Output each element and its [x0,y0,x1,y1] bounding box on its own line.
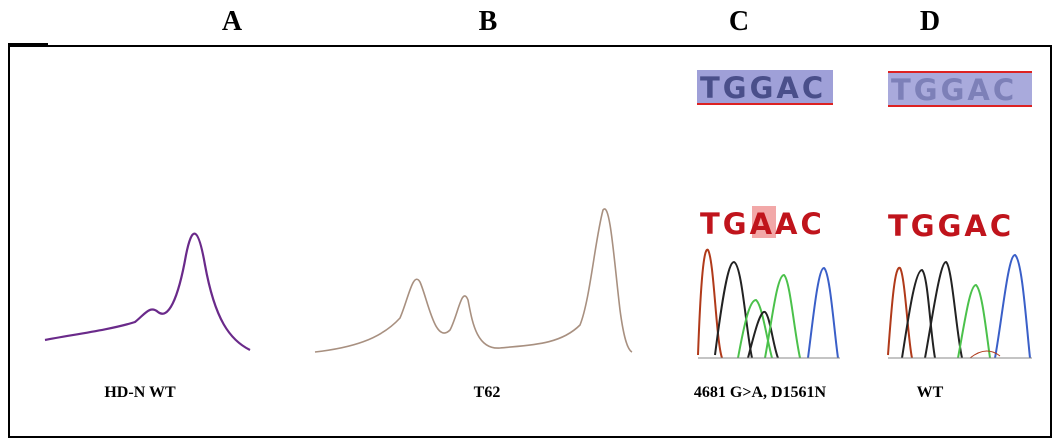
reference-sequence: TGGAC [891,73,1017,107]
chromatogram [698,250,840,358]
reference-sequence: TGGAC [700,71,826,105]
called-sequence: TGGAC [888,209,1014,243]
panel-letter: A [222,6,243,37]
panel-letter: D [920,6,940,37]
panel-caption: 4681 G>A, D1561N [694,384,827,401]
melt-curve [315,209,632,352]
chromatogram [888,255,1032,358]
panel-caption: HD-N WT [104,384,176,401]
panel-caption: T62 [474,384,501,401]
panel-caption: WT [917,384,944,401]
called-sequence: TGAAC [700,207,825,241]
panel-letter: C [729,6,749,37]
panel-letter: B [479,6,498,37]
page: A B C D TGGAC TGGAC TGAAC TGGAC HD-N WT … [0,0,1057,443]
figure: A B C D TGGAC TGGAC TGAAC TGGAC HD-N WT … [0,0,1057,443]
melt-curve [45,234,250,350]
